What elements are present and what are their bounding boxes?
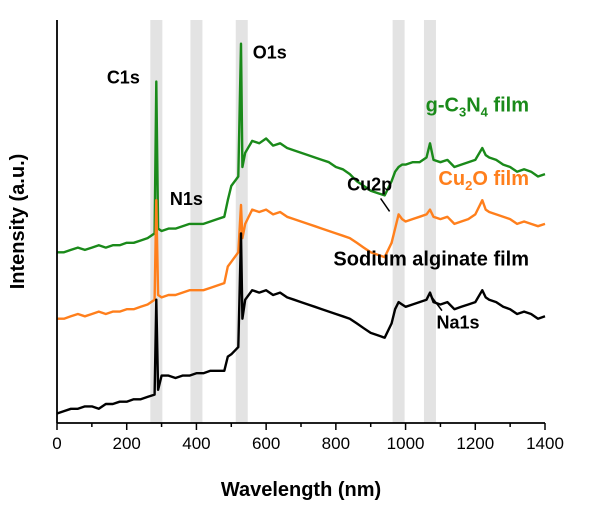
highlight-band-3 xyxy=(392,20,405,423)
annotations: C1s N1s O1s Cu2p Na1s xyxy=(107,43,480,333)
highlight-band-1 xyxy=(190,20,203,423)
annotation-c1s: C1s xyxy=(107,68,140,88)
annotation-n1s: N1s xyxy=(170,189,203,209)
na1s-leader-line xyxy=(429,294,443,312)
series-line-1 xyxy=(57,198,546,320)
x-tick-label: 600 xyxy=(252,434,280,453)
highlight-band-4 xyxy=(423,20,436,423)
y-axis-title: Intensity (a.u.) xyxy=(7,154,29,290)
x-axis-title: Wavelength (nm) xyxy=(221,479,381,501)
series-label-0: g-C3N4 film xyxy=(426,94,529,119)
x-tick-label: 1400 xyxy=(526,434,564,453)
x-tick-label: 0 xyxy=(52,434,61,453)
series-label-2: Sodium alginate film xyxy=(333,249,529,271)
series-line-0 xyxy=(57,42,546,254)
series-label-1: Cu2O film xyxy=(438,168,529,193)
x-tick-label: 800 xyxy=(322,434,350,453)
x-tick-label: 400 xyxy=(182,434,210,453)
cu2p-leader-line xyxy=(379,197,391,212)
highlight-bands xyxy=(150,20,436,423)
series-labels: g-C3N4 film Cu2O film Sodium alginate film xyxy=(333,94,529,270)
x-tick-label: 1200 xyxy=(456,434,494,453)
annotation-na1s: Na1s xyxy=(436,313,479,333)
axes: 0 200 400 600 800 1000 1200 1400 xyxy=(52,20,564,453)
series-layer xyxy=(56,42,546,415)
x-tick-label: 1000 xyxy=(387,434,425,453)
x-tick-label: 200 xyxy=(113,434,141,453)
series-line-2 xyxy=(56,232,546,415)
annotation-o1s: O1s xyxy=(253,43,287,63)
annotation-cu2p: Cu2p xyxy=(347,174,392,194)
